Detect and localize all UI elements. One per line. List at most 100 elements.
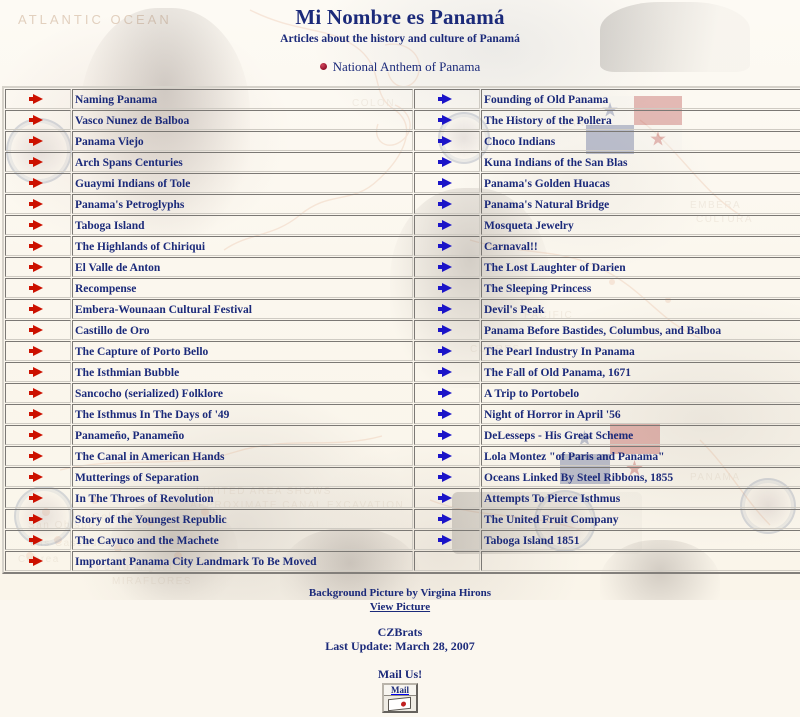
article-cell-right: Panama's Natural Bridge [481, 194, 800, 214]
arrow-blue-icon [438, 472, 452, 483]
article-cell-right: The Sleeping Princess [481, 278, 800, 298]
mail-icon[interactable]: Mail [382, 683, 418, 713]
arrow-cell-right [414, 278, 480, 298]
arrow-cell-left [5, 110, 71, 130]
article-link[interactable]: Night of Horror in April '56 [484, 409, 621, 421]
article-link[interactable]: The Cayuco and the Machete [75, 535, 219, 547]
background-seal-bottom-right [740, 478, 796, 534]
article-link[interactable]: The Highlands of Chiriqui [75, 241, 206, 253]
arrow-red-icon [29, 262, 43, 273]
arrow-cell-left [5, 446, 71, 466]
arrow-blue-icon [438, 367, 452, 378]
national-anthem-link[interactable]: National Anthem of Panama [332, 59, 481, 74]
article-cell-left: The Cayuco and the Machete [72, 530, 413, 550]
article-link[interactable]: Naming Panama [75, 94, 158, 106]
article-link[interactable]: Important Panama City Landmark To Be Mov… [75, 556, 317, 568]
article-link[interactable]: Kuna Indians of the San Blas [484, 157, 628, 169]
svg-text:PANAMA: PANAMA [690, 472, 741, 483]
article-link[interactable]: Lola Montez "of Paris and Panama" [484, 451, 665, 463]
article-link[interactable]: The Isthmus In The Days of '49 [75, 409, 230, 421]
arrow-cell-left [5, 320, 71, 340]
arrow-red-icon [29, 220, 43, 231]
article-cell-right [481, 551, 800, 571]
article-cell-left: Mutterings of Separation [72, 467, 413, 487]
arrow-blue-icon [438, 283, 452, 294]
article-cell-left: The Capture of Porto Bello [72, 341, 413, 361]
background-train [452, 492, 642, 554]
arrow-cell-right [414, 194, 480, 214]
article-link[interactable]: Choco Indians [484, 136, 556, 148]
article-cell-right: Carnaval!! [481, 236, 800, 256]
table-row: Panama's Petroglyphs Panama's Natural Bri… [5, 194, 800, 214]
article-link[interactable]: DeLesseps - His Great Scheme [484, 430, 634, 442]
view-picture-link[interactable]: View Picture [369, 601, 431, 613]
article-cell-right: Founding of Old Panama [481, 89, 800, 109]
article-link[interactable]: Founding of Old Panama [484, 94, 609, 106]
article-link[interactable]: The Isthmian Bubble [75, 367, 180, 379]
article-link[interactable]: In The Throes of Revolution [75, 493, 214, 505]
round-bullet-icon [319, 63, 327, 70]
article-link[interactable]: Carnaval!! [484, 241, 538, 253]
arrow-blue-icon [438, 241, 452, 252]
arrow-cell-right [414, 509, 480, 529]
article-link[interactable]: Panama's Petroglyphs [75, 199, 185, 211]
arrow-red-icon [29, 157, 43, 168]
article-link[interactable]: The Sleeping Princess [484, 283, 592, 295]
article-link[interactable]: Recompense [75, 283, 137, 295]
article-link[interactable]: El Valle de Anton [75, 262, 161, 274]
article-cell-right: The Fall of Old Panama, 1671 [481, 362, 800, 382]
table-row: Important Panama City Landmark To Be Mov… [5, 551, 800, 571]
article-link[interactable]: Attempts To Pierce Isthmus [484, 493, 621, 505]
article-link[interactable]: Devil's Peak [484, 304, 545, 316]
article-cell-left: Vasco Nunez de Balboa [72, 110, 413, 130]
article-link[interactable]: Oceans Linked By Steel Ribbons, 1855 [484, 472, 674, 484]
article-link[interactable]: Guaymi Indians of Tole [75, 178, 191, 190]
arrow-cell-right [414, 320, 480, 340]
arrow-cell-left [5, 257, 71, 277]
article-cell-left: Naming Panama [72, 89, 413, 109]
article-link[interactable]: The United Fruit Company [484, 514, 619, 526]
article-link[interactable]: Taboga Island [75, 220, 145, 232]
article-cell-left: The Isthmian Bubble [72, 362, 413, 382]
page-title: Mi Nombre es Panamá [295, 5, 505, 29]
article-link[interactable]: Embera-Wounaan Cultural Festival [75, 304, 252, 316]
arrow-cell-right [414, 383, 480, 403]
article-link[interactable]: Panama Before Bastides, Columbus, and Ba… [484, 325, 722, 337]
arrow-cell-right [414, 551, 480, 571]
article-link[interactable]: Arch Spans Centuries [75, 157, 183, 169]
arrow-red-icon [29, 388, 43, 399]
article-link[interactable]: Taboga Island 1851 [484, 535, 580, 547]
svg-text:Pedro Miguel: Pedro Miguel [96, 562, 173, 573]
article-cell-left: Guaymi Indians of Tole [72, 173, 413, 193]
article-link[interactable]: The Lost Laughter of Darien [484, 262, 626, 274]
article-link[interactable]: A Trip to Portobelo [484, 388, 580, 400]
article-link[interactable]: The Pearl Industry In Panama [484, 346, 635, 358]
article-link[interactable]: Panama's Natural Bridge [484, 199, 610, 211]
article-link[interactable]: The Capture of Porto Bello [75, 346, 209, 358]
article-cell-right: Taboga Island 1851 [481, 530, 800, 550]
envelope-icon [388, 696, 411, 711]
arrow-red-icon [29, 493, 43, 504]
article-link[interactable]: The History of the Pollera [484, 115, 612, 127]
article-link[interactable]: The Fall of Old Panama, 1671 [484, 367, 631, 379]
article-links-section: Naming Panama Founding of Old Panama Vasco… [0, 86, 800, 574]
article-link[interactable]: Castillo de Oro [75, 325, 150, 337]
arrow-cell-left [5, 299, 71, 319]
article-link[interactable]: Mutterings of Separation [75, 472, 199, 484]
article-link[interactable]: Mosqueta Jewelry [484, 220, 574, 232]
arrow-cell-left [5, 173, 71, 193]
arrow-cell-right [414, 446, 480, 466]
arrow-cell-right [414, 404, 480, 424]
arrow-blue-icon [438, 514, 452, 525]
article-link[interactable]: Sancocho (serialized) Folklore [75, 388, 223, 400]
mail-icon-label: Mail [384, 685, 416, 696]
article-link[interactable]: The Canal in American Hands [75, 451, 225, 463]
article-link[interactable]: Vasco Nunez de Balboa [75, 115, 190, 127]
table-row: Panama Viejo Choco Indians [5, 131, 800, 151]
arrow-blue-icon [438, 388, 452, 399]
article-link[interactable]: Story of the Youngest Republic [75, 514, 227, 526]
article-link[interactable]: Panameño, Panameño [75, 430, 185, 442]
article-link[interactable]: Panama Viejo [75, 136, 144, 148]
table-row: Mutterings of Separation Oceans Linked By… [5, 467, 800, 487]
article-link[interactable]: Panama's Golden Huacas [484, 178, 610, 190]
